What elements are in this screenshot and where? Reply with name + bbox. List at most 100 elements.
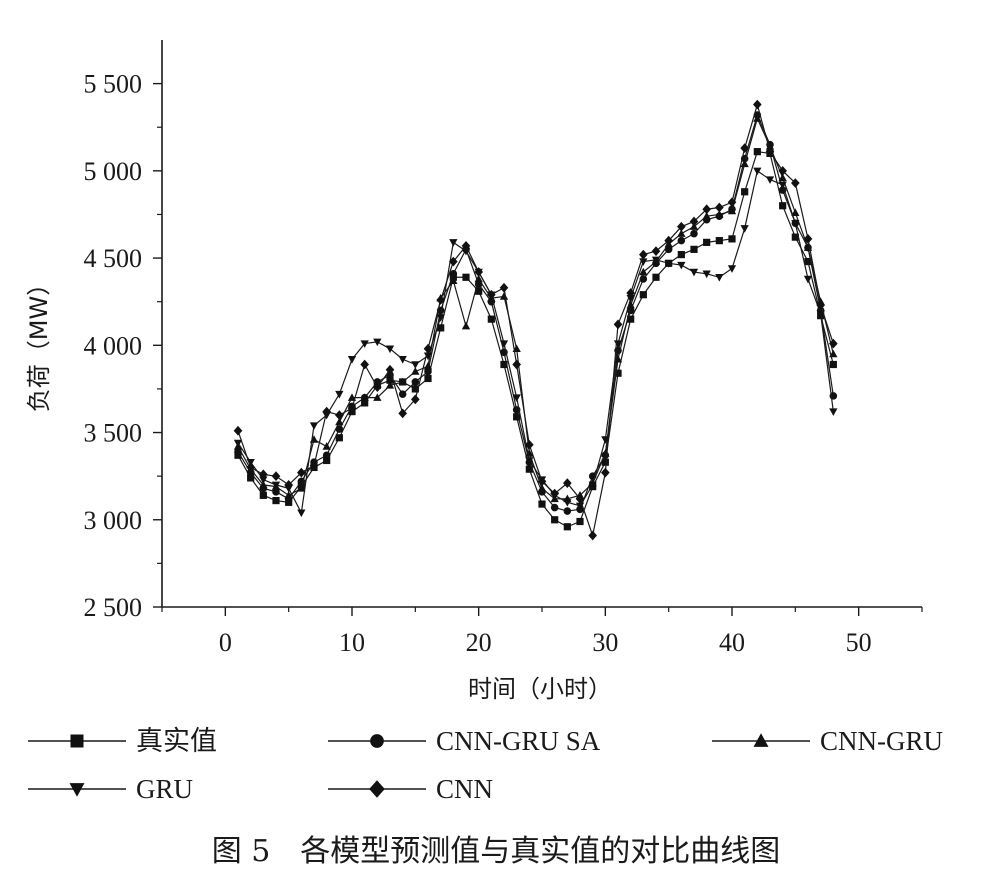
data-point xyxy=(259,491,267,499)
data-point xyxy=(601,436,610,444)
data-point xyxy=(651,256,661,265)
data-point xyxy=(385,345,395,354)
data-point xyxy=(702,211,711,220)
data-point xyxy=(690,229,698,238)
data-point xyxy=(563,523,571,531)
data-point xyxy=(423,361,433,370)
data-point xyxy=(347,356,357,364)
data-point xyxy=(740,225,749,233)
data-point xyxy=(271,481,281,490)
data-point xyxy=(271,471,281,482)
data-point xyxy=(411,361,420,369)
data-point xyxy=(487,289,496,300)
data-point xyxy=(690,245,698,253)
data-point xyxy=(689,216,699,227)
data-point xyxy=(588,530,597,541)
data-point xyxy=(335,434,343,442)
data-point xyxy=(829,349,838,358)
data-point xyxy=(322,406,331,417)
data-point xyxy=(753,99,762,110)
data-point xyxy=(652,273,660,281)
data-point xyxy=(500,360,508,369)
series-3 xyxy=(233,167,838,518)
data-point xyxy=(791,208,800,216)
data-point xyxy=(563,499,572,507)
data-point xyxy=(525,457,534,465)
data-point xyxy=(563,478,572,488)
data-point xyxy=(385,381,395,389)
data-point xyxy=(398,356,407,364)
data-point xyxy=(689,268,699,277)
data-point xyxy=(272,496,280,505)
data-point xyxy=(499,340,509,348)
data-point xyxy=(829,408,838,416)
data-point xyxy=(753,167,762,176)
data-point xyxy=(803,234,813,244)
legend-marker xyxy=(69,783,85,797)
data-point xyxy=(499,282,509,293)
data-point xyxy=(424,374,432,383)
data-point xyxy=(360,340,369,348)
data-point xyxy=(639,267,648,276)
data-point xyxy=(360,359,369,370)
data-point xyxy=(246,462,255,473)
data-point xyxy=(677,229,686,237)
data-point xyxy=(601,458,609,466)
data-point xyxy=(347,403,357,413)
data-point xyxy=(703,238,711,246)
data-point xyxy=(437,324,445,332)
data-point xyxy=(791,219,800,228)
data-point xyxy=(715,274,724,282)
data-point xyxy=(550,488,559,499)
legend-item: CNN xyxy=(328,774,493,804)
data-point xyxy=(804,257,812,266)
data-point xyxy=(335,410,344,420)
data-point xyxy=(423,352,433,361)
data-point xyxy=(576,517,584,526)
y-tick-label: 3 500 xyxy=(84,419,143,448)
data-point xyxy=(373,338,382,347)
series-4 xyxy=(233,99,838,541)
data-point xyxy=(765,146,775,157)
legend-marker xyxy=(369,780,385,798)
data-point xyxy=(475,287,483,295)
data-point xyxy=(373,393,382,401)
data-point xyxy=(525,439,534,450)
data-point xyxy=(651,246,661,256)
data-point xyxy=(601,467,610,478)
data-point xyxy=(424,367,432,376)
data-point xyxy=(259,469,268,480)
data-point xyxy=(715,202,724,213)
y-tick-label: 3 000 xyxy=(84,506,143,535)
data-point xyxy=(309,422,319,430)
data-point xyxy=(259,476,268,484)
data-point xyxy=(449,276,458,284)
data-point xyxy=(309,460,319,471)
legend-item: GRU xyxy=(28,774,193,804)
data-point xyxy=(462,273,470,281)
data-point xyxy=(778,173,787,182)
series-1 xyxy=(234,111,838,515)
data-point xyxy=(284,491,293,499)
data-point xyxy=(803,275,813,284)
legend-item: 真实值 xyxy=(28,726,217,756)
data-point xyxy=(361,399,369,407)
data-point xyxy=(563,507,572,515)
data-point xyxy=(575,493,585,504)
data-point xyxy=(779,202,787,210)
data-point xyxy=(727,265,737,273)
data-point xyxy=(538,500,546,508)
data-point xyxy=(512,359,521,370)
legend-label: GRU xyxy=(136,774,193,804)
data-point xyxy=(829,360,837,369)
data-point xyxy=(740,143,749,154)
data-point xyxy=(461,321,471,330)
data-point xyxy=(512,394,521,402)
legend-marker xyxy=(70,734,84,748)
x-axis-title: 时间（小时） xyxy=(468,675,612,703)
data-point xyxy=(525,449,534,457)
data-point xyxy=(411,394,420,405)
data-point xyxy=(411,378,420,386)
data-point xyxy=(829,338,838,349)
